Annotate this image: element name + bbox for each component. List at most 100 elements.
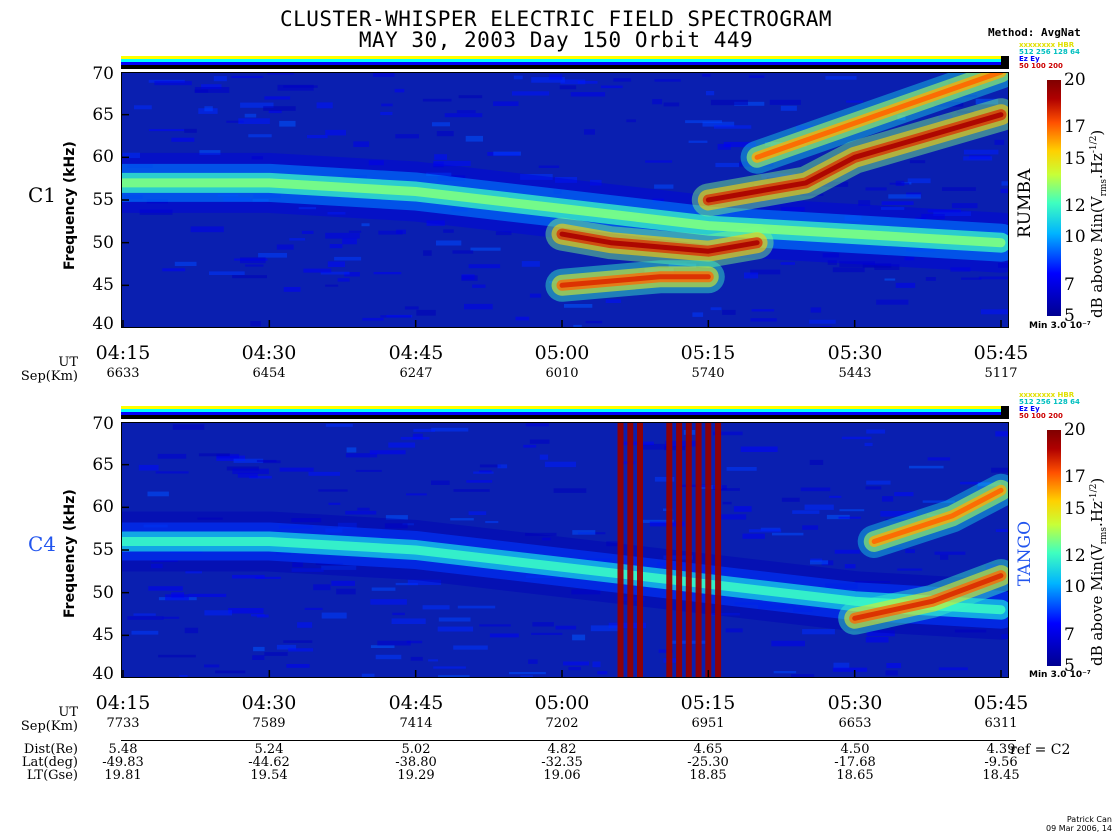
noise-speck	[515, 316, 530, 321]
noise-speck	[292, 562, 303, 567]
colorbar-tick: 7	[1064, 625, 1075, 645]
noise-speck	[158, 654, 196, 658]
noise-speck	[313, 584, 331, 591]
status-bar-c4	[121, 406, 1009, 419]
noise-speck	[433, 160, 471, 167]
x-tick-label: 04:15	[95, 692, 151, 714]
noise-speck	[927, 457, 951, 461]
noise-speck	[664, 445, 686, 451]
noise-speck	[994, 139, 1005, 145]
ephemeris-lat-value: -25.30	[687, 755, 729, 770]
panel-label-c1: C1	[28, 183, 57, 207]
noise-speck	[810, 558, 823, 562]
credit-date: 09 Mar 2006, 14	[1046, 824, 1112, 833]
noise-speck	[590, 625, 619, 632]
noise-speck	[839, 261, 875, 268]
noise-speck	[509, 672, 546, 675]
noise-speck	[740, 446, 778, 452]
noise-speck	[880, 511, 917, 517]
noise-speck	[381, 103, 393, 107]
noise-speck	[357, 507, 370, 511]
noise-speck	[881, 201, 914, 205]
noise-speck	[553, 488, 587, 493]
noise-speck	[563, 661, 589, 666]
noise-speck	[963, 149, 999, 155]
noise-speck	[864, 442, 873, 447]
noise-speck	[380, 111, 393, 116]
noise-speck	[841, 436, 872, 440]
x-tick-label: 05:15	[680, 692, 736, 714]
band-layer	[852, 573, 1004, 621]
noise-speck	[283, 640, 313, 643]
noise-speck	[654, 476, 675, 482]
chart-subtitle: MAY 30, 2003 Day 150 Orbit 449	[358, 28, 754, 52]
noise-speck	[198, 453, 230, 457]
noise-speck	[232, 468, 269, 475]
ephemeris-lt-value: 19.81	[104, 768, 142, 783]
noise-speck	[251, 614, 265, 617]
noise-speck	[344, 272, 360, 277]
noise-speck	[139, 209, 173, 215]
noise-speck	[555, 625, 577, 630]
x-tick-label: 05:30	[827, 692, 883, 714]
noise-speck	[264, 652, 288, 656]
noise-speck	[485, 521, 499, 524]
noise-speck	[464, 303, 493, 310]
noise-speck	[251, 156, 263, 160]
noise-speck	[839, 509, 865, 512]
emission-band	[545, 217, 774, 268]
noise-speck	[977, 482, 1002, 487]
noise-speck	[592, 661, 601, 668]
sep-value: 6311	[984, 716, 1018, 731]
noise-speck	[925, 277, 936, 281]
noise-speck	[232, 275, 267, 279]
noise-speck	[819, 181, 849, 187]
ephemeris-lt-value: 19.29	[397, 768, 435, 783]
noise-speck	[800, 487, 831, 492]
noise-speck	[513, 75, 523, 80]
band-layer	[705, 112, 1004, 203]
noise-speck	[980, 309, 1009, 315]
noise-speck	[431, 427, 469, 432]
noise-speck	[905, 549, 915, 554]
noise-speck	[133, 613, 156, 616]
noise-speck	[858, 200, 871, 206]
noise-speck	[337, 278, 350, 282]
noise-speck	[412, 433, 423, 440]
noise-speck	[204, 106, 213, 112]
noise-speck	[373, 272, 402, 275]
noise-speck	[438, 675, 470, 678]
noise-speck	[1001, 181, 1009, 186]
noise-speck	[725, 628, 743, 633]
noise-speck	[733, 506, 752, 512]
burst	[666, 422, 673, 678]
noise-speck	[185, 570, 202, 574]
x-tick-label: 05:45	[973, 342, 1029, 364]
noise-speck	[645, 160, 673, 163]
noise-speck	[888, 194, 921, 199]
noise-speck	[434, 154, 447, 160]
noise-speck	[134, 105, 152, 110]
broadband-bursts	[617, 422, 722, 678]
burst	[637, 422, 643, 678]
noise-speck	[368, 160, 384, 166]
noise-speck	[301, 230, 314, 234]
noise-speck	[885, 519, 918, 522]
noise-speck	[232, 574, 265, 579]
noise-speck	[909, 465, 944, 469]
burst	[676, 422, 683, 678]
noise-speck	[362, 317, 384, 321]
noise-speck	[958, 94, 978, 98]
y-tick-label: 40	[92, 314, 114, 334]
colorbar-tick: 5	[1064, 306, 1075, 326]
noise-speck	[663, 102, 680, 107]
noise-speck	[184, 627, 199, 634]
noise-speck	[606, 541, 620, 547]
status-bar-c1	[121, 56, 1009, 69]
noise-speck	[426, 220, 445, 226]
noise-speck	[244, 113, 257, 118]
colorbar-tick: 10	[1064, 227, 1086, 247]
sep-value: 5117	[984, 366, 1018, 381]
noise-speck	[321, 612, 347, 619]
noise-speck	[450, 518, 474, 521]
